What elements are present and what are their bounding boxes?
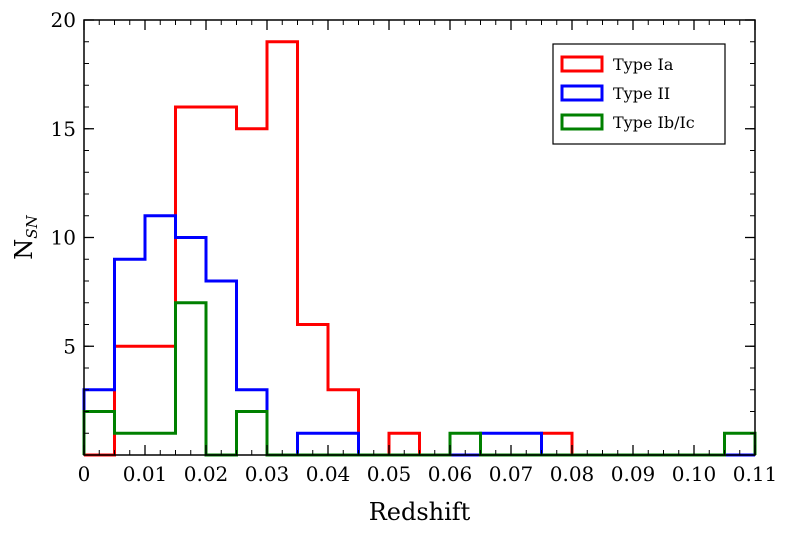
legend-swatch-0: [560, 55, 604, 73]
x-tick-label: 0.01: [123, 462, 168, 486]
y-tick-label: 5: [63, 334, 76, 358]
x-axis-title: Redshift: [369, 498, 471, 526]
x-tick-label: 0.08: [550, 462, 595, 486]
y-tick-label: 15: [51, 117, 76, 141]
legend-box: [552, 43, 726, 145]
x-tick-label: 0.05: [367, 462, 412, 486]
y-tick-label: 10: [51, 226, 76, 250]
x-tick-label: 0.11: [733, 462, 778, 486]
x-tick-label: 0.06: [428, 462, 473, 486]
x-tick-label: 0.09: [611, 462, 656, 486]
legend-label-0: Type Ia: [613, 55, 674, 74]
x-tick-label: 0: [78, 462, 91, 486]
legend-swatch-2: [560, 113, 604, 131]
x-tick-label: 0.04: [306, 462, 351, 486]
x-tick-label: 0.10: [672, 462, 717, 486]
x-tick-label: 0.03: [245, 462, 290, 486]
legend: Type Ia Type II Type Ib/Ic: [552, 43, 726, 145]
y-axis-title-subscript: SN: [23, 214, 41, 238]
y-axis-title-group: NSN: [10, 214, 41, 259]
series-line-1: [82, 214, 755, 457]
ticks-layer: 0 0.01 0.02 0.03 0.04 0.05 0.06 0.07 0.08 0.09 0.1…: [51, 8, 778, 486]
y-tick-label: 20: [51, 8, 76, 32]
y-axis-title: NSN: [10, 214, 41, 259]
x-tick-label: 0.07: [489, 462, 534, 486]
legend-label-2: Type Ib/Ic: [613, 113, 695, 132]
legend-swatch-1: [560, 84, 604, 102]
legend-label-1: Type II: [613, 84, 670, 103]
x-tick-label: 0.02: [184, 462, 229, 486]
y-axis-title-main: N: [10, 239, 38, 260]
